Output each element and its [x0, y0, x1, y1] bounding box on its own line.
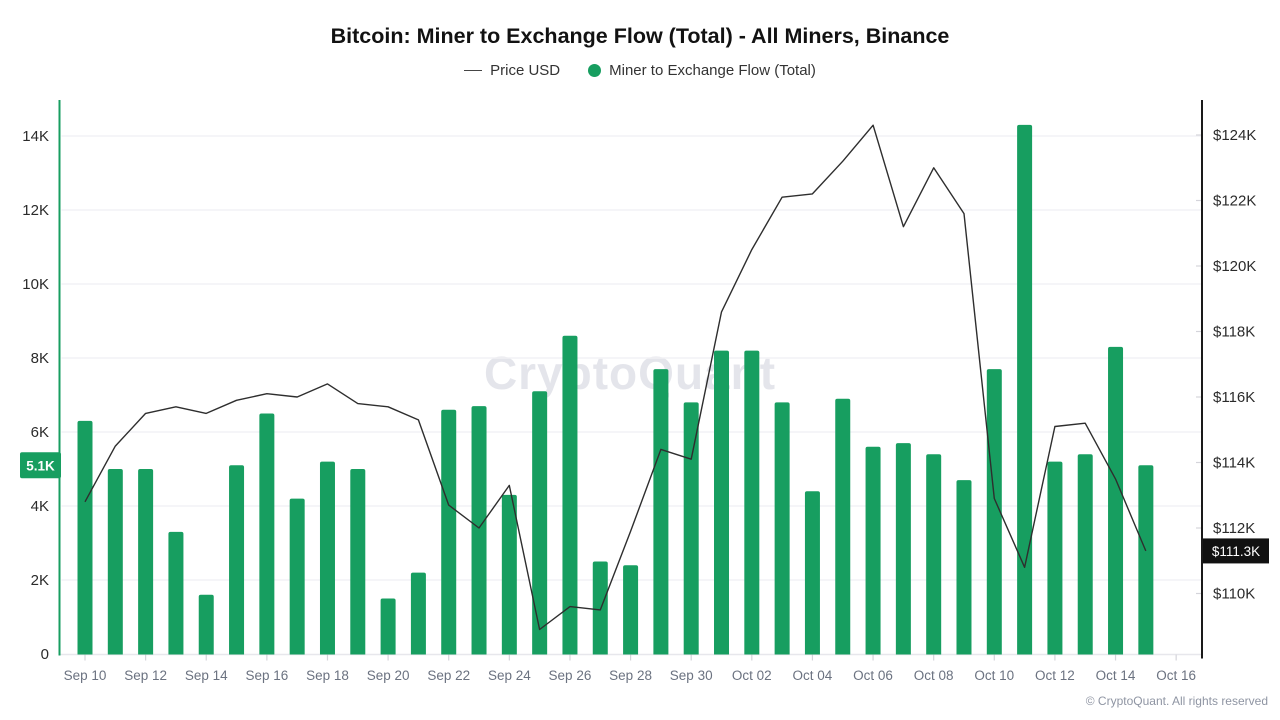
flow-bar-Sep-10[interactable]: [77, 420, 93, 655]
copyright-note: © CryptoQuant. All rights reserved: [1085, 694, 1268, 708]
svg-text:5.1K: 5.1K: [26, 458, 55, 473]
flow-bar-Sep-11[interactable]: [107, 469, 123, 655]
left-tick-label: 4K: [31, 498, 49, 515]
flow-bar-Oct-10[interactable]: [986, 369, 1002, 655]
flow-bar-Oct-08[interactable]: [926, 454, 942, 655]
right-tick-label: $110K: [1213, 586, 1255, 603]
flow-bar-Sep-13[interactable]: [168, 531, 184, 655]
x-tick-label: Sep 12: [124, 668, 167, 683]
flow-bar-Sep-14[interactable]: [198, 594, 214, 655]
legend-item-price[interactable]: Price USD: [464, 62, 560, 79]
price-line[interactable]: [84, 124, 1147, 631]
flow-bar-Sep-29[interactable]: [653, 369, 669, 655]
legend-label-flow: Miner to Exchange Flow (Total): [609, 62, 816, 79]
right-tick-label: $116K: [1213, 389, 1255, 406]
flow-bar-Oct-02[interactable]: [744, 350, 760, 655]
x-tick-label: Oct 04: [793, 668, 833, 683]
flow-bar-Sep-19[interactable]: [350, 469, 366, 655]
flow-bar-Oct-04[interactable]: [804, 491, 820, 655]
left-tick-label: 12K: [22, 202, 49, 219]
flow-bar-Oct-01[interactable]: [714, 350, 730, 655]
left-tick-label: 6K: [31, 424, 49, 441]
flow-bar-Sep-27[interactable]: [592, 561, 608, 655]
flow-bar-Sep-30[interactable]: [683, 402, 699, 655]
flow-bar-Oct-05[interactable]: [835, 398, 851, 655]
chart-title: Bitcoin: Miner to Exchange Flow (Total) …: [330, 24, 950, 48]
price-last-value-badge: $111.3K: [1203, 538, 1269, 564]
flow-bar-Sep-17[interactable]: [289, 498, 305, 655]
flow-bar-Oct-12[interactable]: [1047, 461, 1063, 655]
legend-label-price: Price USD: [490, 62, 561, 79]
x-tick-label: Sep 22: [427, 668, 470, 683]
flow-bar-Oct-14[interactable]: [1108, 346, 1124, 655]
right-tick-label: $122K: [1213, 193, 1256, 210]
left-tick-label: 10K: [22, 276, 49, 293]
left-axis-labels: 0 2K 4K 6K 8K 10K 12K 14K: [22, 128, 49, 663]
flow-last-value-badge: 5.1K: [20, 452, 61, 479]
x-axis-labels: Sep 10 Sep 12 Sep 14 Sep 16 Sep 18 Sep 20 Sep …: [64, 654, 1196, 683]
flow-bar-Sep-24[interactable]: [501, 494, 517, 655]
chart-legend: Price USD Miner to Exchange Flow (Total): [0, 62, 1280, 79]
flow-bar-Sep-25[interactable]: [532, 391, 548, 655]
left-tick-label: 8K: [31, 350, 49, 367]
price-line-icon: [464, 70, 483, 71]
right-axis-labels: $110K $112K $114K $116K $118K $120K $122K $124K: [1196, 127, 1256, 603]
flow-bar-Sep-16[interactable]: [259, 413, 275, 655]
x-tick-label: Sep 28: [609, 668, 652, 683]
x-tick-label: Oct 08: [914, 668, 954, 683]
flow-bar-Sep-23[interactable]: [471, 406, 487, 655]
flow-bar-Sep-15[interactable]: [229, 465, 245, 655]
x-tick-label: Oct 14: [1096, 668, 1136, 683]
flow-bar-Sep-12[interactable]: [138, 469, 154, 655]
flow-bar-Sep-28[interactable]: [623, 565, 639, 655]
x-tick-label: Oct 06: [853, 668, 893, 683]
x-tick-label: Oct 12: [1035, 668, 1075, 683]
flow-bar-Oct-06[interactable]: [865, 446, 881, 655]
flow-bar-Oct-09[interactable]: [956, 480, 972, 655]
right-tick-label: $120K: [1213, 258, 1256, 275]
gridlines: [61, 135, 1201, 581]
flow-bar-Oct-07[interactable]: [895, 443, 911, 655]
right-tick-label: $118K: [1213, 324, 1255, 341]
svg-text:$111.3K: $111.3K: [1212, 544, 1260, 559]
flow-bar-Oct-11[interactable]: [1017, 124, 1033, 655]
left-tick-label: 14K: [22, 128, 49, 145]
x-tick-label: Oct 02: [732, 668, 772, 683]
flow-bar-Oct-13[interactable]: [1077, 454, 1093, 655]
flow-bars[interactable]: [77, 124, 1154, 655]
right-tick-label: $114K: [1213, 455, 1255, 472]
x-tick-label: Oct 10: [974, 668, 1014, 683]
left-tick-label: 0: [41, 646, 49, 663]
right-tick-label: $112K: [1213, 520, 1255, 537]
legend-item-flow[interactable]: Miner to Exchange Flow (Total): [588, 62, 816, 79]
right-tick-label: $124K: [1213, 127, 1256, 144]
x-tick-label: Sep 14: [185, 668, 228, 683]
flow-bar-Sep-26[interactable]: [562, 335, 578, 655]
x-tick-label: Sep 16: [245, 668, 288, 683]
flow-bar-Sep-21[interactable]: [410, 572, 426, 655]
left-tick-label: 2K: [31, 572, 49, 589]
x-tick-label: Sep 18: [306, 668, 349, 683]
flow-bar-Oct-15[interactable]: [1138, 465, 1154, 655]
flow-bar-Oct-03[interactable]: [774, 402, 790, 655]
x-tick-label: Sep 30: [670, 668, 713, 683]
flow-dot-icon: [588, 64, 602, 77]
x-tick-label: Sep 20: [367, 668, 410, 683]
x-tick-label: Oct 16: [1156, 668, 1196, 683]
x-tick-label: Sep 24: [488, 668, 531, 683]
flow-bar-Sep-22[interactable]: [441, 409, 457, 655]
flow-bar-Sep-18[interactable]: [319, 461, 335, 655]
x-tick-label: Sep 10: [64, 668, 107, 683]
x-tick-label: Sep 26: [549, 668, 592, 683]
flow-bar-Sep-20[interactable]: [380, 598, 396, 655]
